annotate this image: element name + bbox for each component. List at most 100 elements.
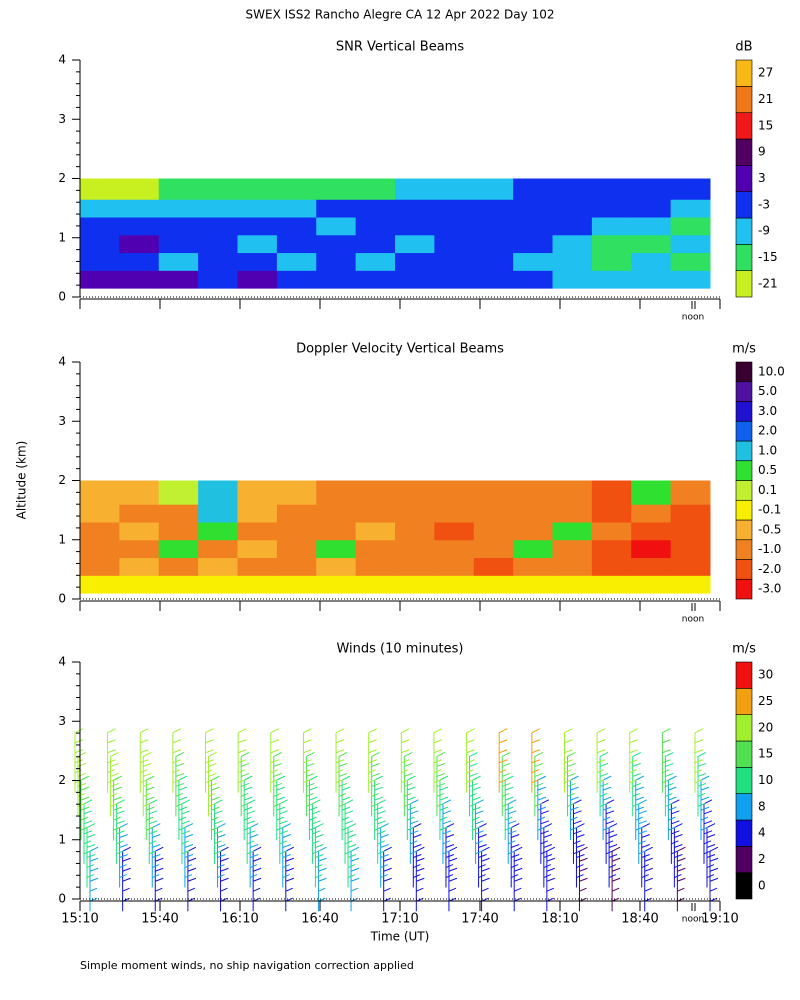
wind-barb [608,823,618,888]
heat-cell [395,539,435,559]
wind-barb [83,799,93,864]
heat-cell [276,539,317,559]
wind-barb [472,775,481,841]
heat-cell [158,270,199,289]
wind-barb [276,775,286,841]
colorbar-label: -3 [758,197,770,211]
colorbar-label: 2 [758,852,766,866]
heat-cell [158,557,199,576]
colorbar-box [735,59,753,87]
y-tick-label: 2 [58,171,66,185]
colorbar-box [735,819,753,847]
heat-cell [119,270,160,289]
colorbar-label: 27 [758,66,773,80]
colorbar-label: 20 [758,720,773,734]
heat-cell [670,178,711,200]
colorbar-unit: m/s [732,642,756,657]
heat-cell [670,480,711,505]
heat-cell [316,521,357,541]
heat-cell [631,504,672,523]
colorbar-box [735,846,753,873]
heat-cell [395,217,435,236]
wind-barb [507,799,517,864]
wind-barb [154,846,164,912]
heat-cell [198,234,238,254]
heat-cell [80,521,120,541]
noon-label: noon [682,313,704,323]
heat-cell [355,504,396,523]
heat-cell [552,217,593,236]
wind-barb [107,728,116,793]
wind-barb [661,728,671,793]
heat-cell [237,575,278,594]
heat-cell [552,199,593,218]
heat-cell [355,199,396,218]
heat-cell [355,217,396,236]
wind-barb [694,728,704,793]
wind-barb [641,823,650,888]
colorbar-unit: dB [735,40,752,55]
colorbar-label: 5.0 [758,384,777,398]
heat-cell [198,504,238,523]
heat-cell [80,480,120,505]
heat-cell [316,199,357,218]
wind-barb [415,846,425,912]
heat-cell [237,270,278,289]
wind-barb [466,728,475,793]
wind-barb [374,775,383,841]
heat-cell [237,199,278,218]
wind-barb [510,823,520,888]
heat-cell [552,504,593,523]
heat-cell [276,504,317,523]
heat-cell [316,234,357,254]
wind-barb [504,775,514,841]
heat-cell [276,557,317,576]
wind-barb [380,823,389,888]
heat-cell [591,199,632,218]
wind-barb [540,799,550,864]
wind-barb [406,775,416,841]
wind-barb [314,823,324,888]
heat-cell [591,270,632,289]
wind-barb [252,846,262,912]
wind-barb [703,799,713,864]
wind-barb [697,751,707,817]
colorbar-label: -1.0 [758,542,781,556]
heat-cell [80,557,120,576]
heat-cell [198,539,238,559]
wind-barb [635,775,644,841]
heat-cell [434,217,475,236]
colorbar-box [735,872,753,900]
colorbar-label: 30 [758,668,773,682]
heat-cell [355,521,396,541]
wind-barb [383,846,392,912]
heat-cell [670,270,711,289]
footnote: Simple moment winds, no ship navigation … [80,959,414,972]
x-tick-label: 18:40 [621,912,658,927]
heat-cell [355,480,396,505]
wind-barb [175,751,185,817]
heat-cell [276,575,317,594]
x-tick-label: 17:10 [381,912,418,927]
wind-barb [220,846,229,912]
noon-label: noon [682,615,704,625]
y-tick-label: 4 [58,655,66,669]
colorbar-label: 0.1 [758,483,777,497]
heat-cell [631,557,672,576]
heat-cell [591,178,632,200]
colorbar-box [735,165,753,192]
heat-cell [513,270,553,289]
wind-barb [368,728,377,793]
wind-barb [569,775,579,841]
wind-barb [566,751,576,817]
x-tick-label: 19:10 [701,912,738,927]
y-tick-label: 3 [58,112,66,126]
heat-cell [276,217,317,236]
heat-cell [158,199,199,218]
heat-cell [552,539,593,559]
x-tick-label: 16:40 [301,912,338,927]
wind-barb [145,775,155,841]
wind-barb [543,823,553,888]
heat-cell [670,234,711,254]
colorbar-unit: m/s [732,342,756,357]
